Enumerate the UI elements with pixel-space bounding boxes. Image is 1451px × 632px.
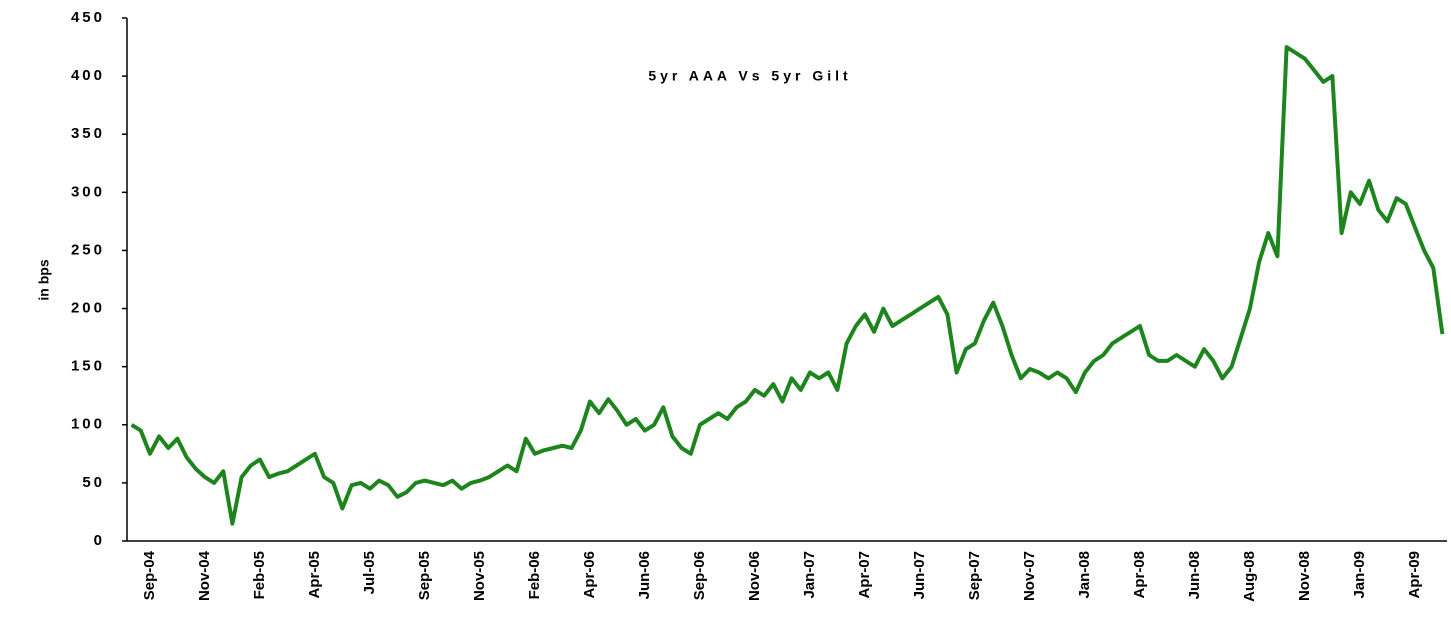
x-tick-label: Sep-07 — [966, 551, 983, 600]
x-tick-label: Nov-07 — [1021, 551, 1038, 601]
x-tick-label: Apr-06 — [581, 551, 598, 599]
y-axis-label: in bps — [36, 259, 52, 300]
x-tick-label: Nov-05 — [471, 551, 488, 601]
y-tick-label: 250 — [71, 241, 105, 258]
x-tick-label: Apr-09 — [1406, 551, 1423, 599]
x-tick-label: Sep-04 — [141, 550, 158, 600]
y-tick-label: 50 — [82, 474, 105, 491]
x-tick-label: Sep-06 — [691, 551, 708, 600]
x-tick-label: Sep-05 — [416, 551, 433, 600]
x-tick-label: Feb-06 — [526, 551, 543, 599]
x-tick-label: Apr-05 — [306, 551, 323, 599]
x-tick-label: Feb-05 — [251, 551, 268, 599]
y-tick-label: 150 — [71, 358, 105, 375]
y-tick-label: 400 — [71, 67, 105, 84]
series-line — [130, 45, 1445, 526]
x-tick-label: Jul-05 — [361, 551, 378, 594]
x-tick-label: Aug-08 — [1241, 551, 1258, 602]
x-tick-label: Jun-06 — [636, 551, 653, 599]
x-tick-label: Nov-04 — [196, 550, 213, 601]
x-tick-label: Jan-08 — [1076, 551, 1093, 599]
y-tick-label: 200 — [71, 300, 105, 317]
x-tick-label: Apr-08 — [1131, 551, 1148, 599]
x-tick-label: Jan-09 — [1351, 551, 1368, 599]
y-tick-label: 350 — [71, 125, 105, 142]
x-tick-label: Nov-08 — [1296, 551, 1313, 601]
y-tick-label: 300 — [71, 183, 105, 200]
y-tick-label: 450 — [71, 9, 105, 26]
chart-title: 5yr AAA Vs 5yr Gilt — [648, 68, 851, 84]
x-tick-label: Jun-07 — [911, 551, 928, 599]
y-tick-label: 100 — [71, 416, 105, 433]
y-tick-label: 0 — [94, 532, 105, 549]
x-tick-label: Jan-07 — [801, 551, 818, 599]
x-tick-label: Nov-06 — [746, 551, 763, 601]
x-tick-label: Jun-08 — [1186, 551, 1203, 599]
x-tick-label: Apr-07 — [856, 551, 873, 599]
